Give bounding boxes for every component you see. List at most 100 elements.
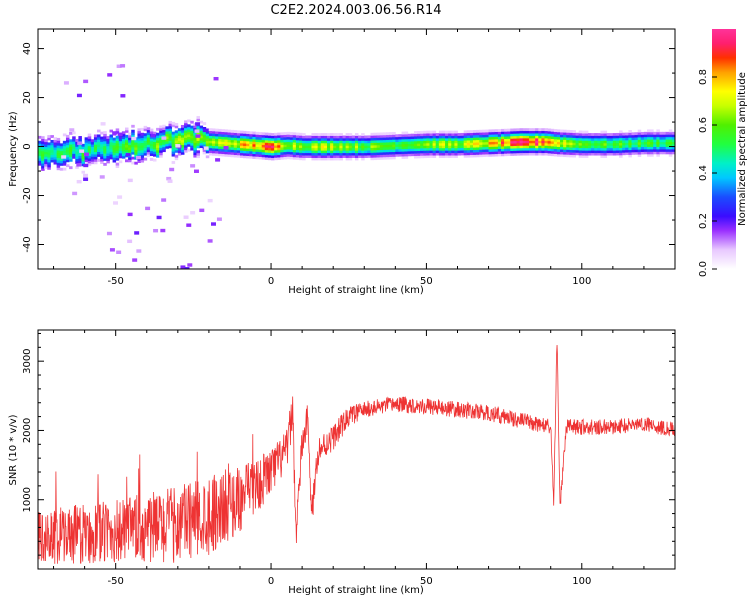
heatmap-cell: [494, 134, 499, 137]
heatmap-cell: [112, 137, 117, 141]
heatmap-cell: [196, 140, 200, 144]
heatmap-cell: [168, 133, 173, 137]
heatmap-cell: [326, 147, 331, 151]
heatmap-cell: [205, 155, 210, 159]
heatmap-cell: [454, 152, 458, 156]
heatmap-cell: [553, 153, 558, 157]
heatmap-cell: [44, 141, 48, 145]
heatmap-cell: [504, 131, 508, 135]
heatmap-cell: [600, 155, 604, 158]
heatmap-cell: [454, 155, 458, 158]
heatmap-cell: [510, 153, 514, 156]
heatmap-cell: [668, 141, 673, 145]
heatmap-cell: [215, 150, 219, 154]
heatmap-cell: [106, 231, 112, 236]
heatmap-cell: [634, 139, 639, 143]
heatmap-cell: [56, 159, 61, 163]
heatmap-cell: [671, 146, 675, 150]
heatmap-cell: [162, 134, 166, 138]
heatmap-cell: [47, 157, 51, 160]
heatmap-cell: [407, 136, 412, 140]
heatmap-cell: [69, 154, 73, 157]
heatmap-cell: [69, 139, 73, 143]
heatmap-cell: [109, 144, 113, 148]
heatmap-cell: [541, 130, 545, 134]
heatmap-cell: [280, 144, 284, 148]
heatmap-cell: [653, 151, 657, 155]
heatmap-cell: [216, 217, 222, 221]
heatmap-cell: [106, 155, 110, 159]
heatmap-cell: [336, 155, 340, 158]
heatmap-cell: [591, 147, 595, 151]
heatmap-cell: [351, 147, 356, 151]
heatmap-cell: [348, 140, 353, 144]
heatmap-cell: [221, 146, 225, 150]
heatmap-cell: [180, 144, 185, 148]
heatmap-cell: [320, 133, 325, 136]
heatmap-cell: [187, 129, 191, 133]
heatmap-cell: [128, 149, 132, 153]
heatmap-cell: [600, 145, 604, 149]
heatmap-cell: [233, 149, 238, 153]
heatmap-cell: [218, 133, 222, 137]
heatmap-cell: [469, 152, 474, 156]
heatmap-cell: [432, 147, 437, 151]
heatmap-cell: [128, 156, 132, 160]
heatmap-cell: [653, 141, 657, 145]
heatmap-cell: [417, 148, 421, 151]
heatmap-cell: [426, 133, 430, 136]
heatmap-cell: [575, 142, 580, 146]
heatmap-cell: [239, 137, 244, 141]
heatmap-cell: [106, 160, 110, 164]
heatmap-cell: [382, 137, 387, 141]
heatmap-cell: [622, 149, 626, 153]
heatmap-cell: [193, 144, 197, 148]
heatmap-cell: [305, 140, 309, 144]
heatmap-cell: [392, 141, 396, 145]
heatmap-cell: [504, 153, 508, 157]
heatmap-cell: [212, 148, 216, 151]
heatmap-cell: [395, 141, 399, 145]
heatmap-cell: [236, 154, 241, 158]
heatmap-cell: [485, 144, 489, 148]
heatmap-cell: [435, 145, 440, 149]
heatmap-cell: [109, 151, 113, 155]
heatmap-cell: [137, 145, 141, 149]
heatmap-cell: [544, 128, 548, 132]
heatmap-cell: [612, 147, 617, 151]
heatmap-cell: [131, 156, 135, 160]
heatmap-cell: [668, 129, 673, 133]
heatmap-cell: [373, 154, 378, 158]
heatmap-cell: [264, 137, 269, 141]
heatmap-cell: [482, 137, 486, 140]
heatmap-cell: [193, 149, 197, 153]
heatmap-cell: [75, 151, 79, 155]
heatmap-cell: [640, 134, 645, 138]
heatmap-cell: [423, 147, 427, 151]
heatmap-cell: [643, 144, 648, 147]
heatmap-cell: [280, 132, 284, 136]
heatmap-cell: [597, 142, 601, 146]
heatmap-cell: [522, 137, 527, 141]
heatmap-cell: [547, 133, 552, 137]
heatmap-cell: [125, 142, 129, 146]
heatmap-cell: [193, 154, 197, 158]
heatmap-cell: [274, 145, 278, 148]
heatmap-cell: [659, 151, 663, 155]
heatmap-cell: [87, 153, 92, 156]
heatmap-cell: [215, 133, 219, 137]
heatmap-cell: [65, 139, 70, 143]
heatmap-cell: [482, 151, 486, 155]
heatmap-cell: [274, 154, 278, 158]
heatmap-cell: [41, 155, 45, 159]
heatmap-cell: [597, 145, 601, 149]
heatmap-cell: [438, 140, 443, 144]
heatmap-cell: [361, 157, 365, 161]
heatmap-cell: [134, 154, 138, 158]
heatmap-cell: [354, 150, 359, 154]
heatmap-cell: [532, 130, 536, 134]
heatmap-cell: [395, 139, 399, 143]
heatmap-cell: [609, 133, 614, 136]
heatmap-cell: [140, 137, 145, 141]
heatmap-cell: [606, 152, 611, 156]
